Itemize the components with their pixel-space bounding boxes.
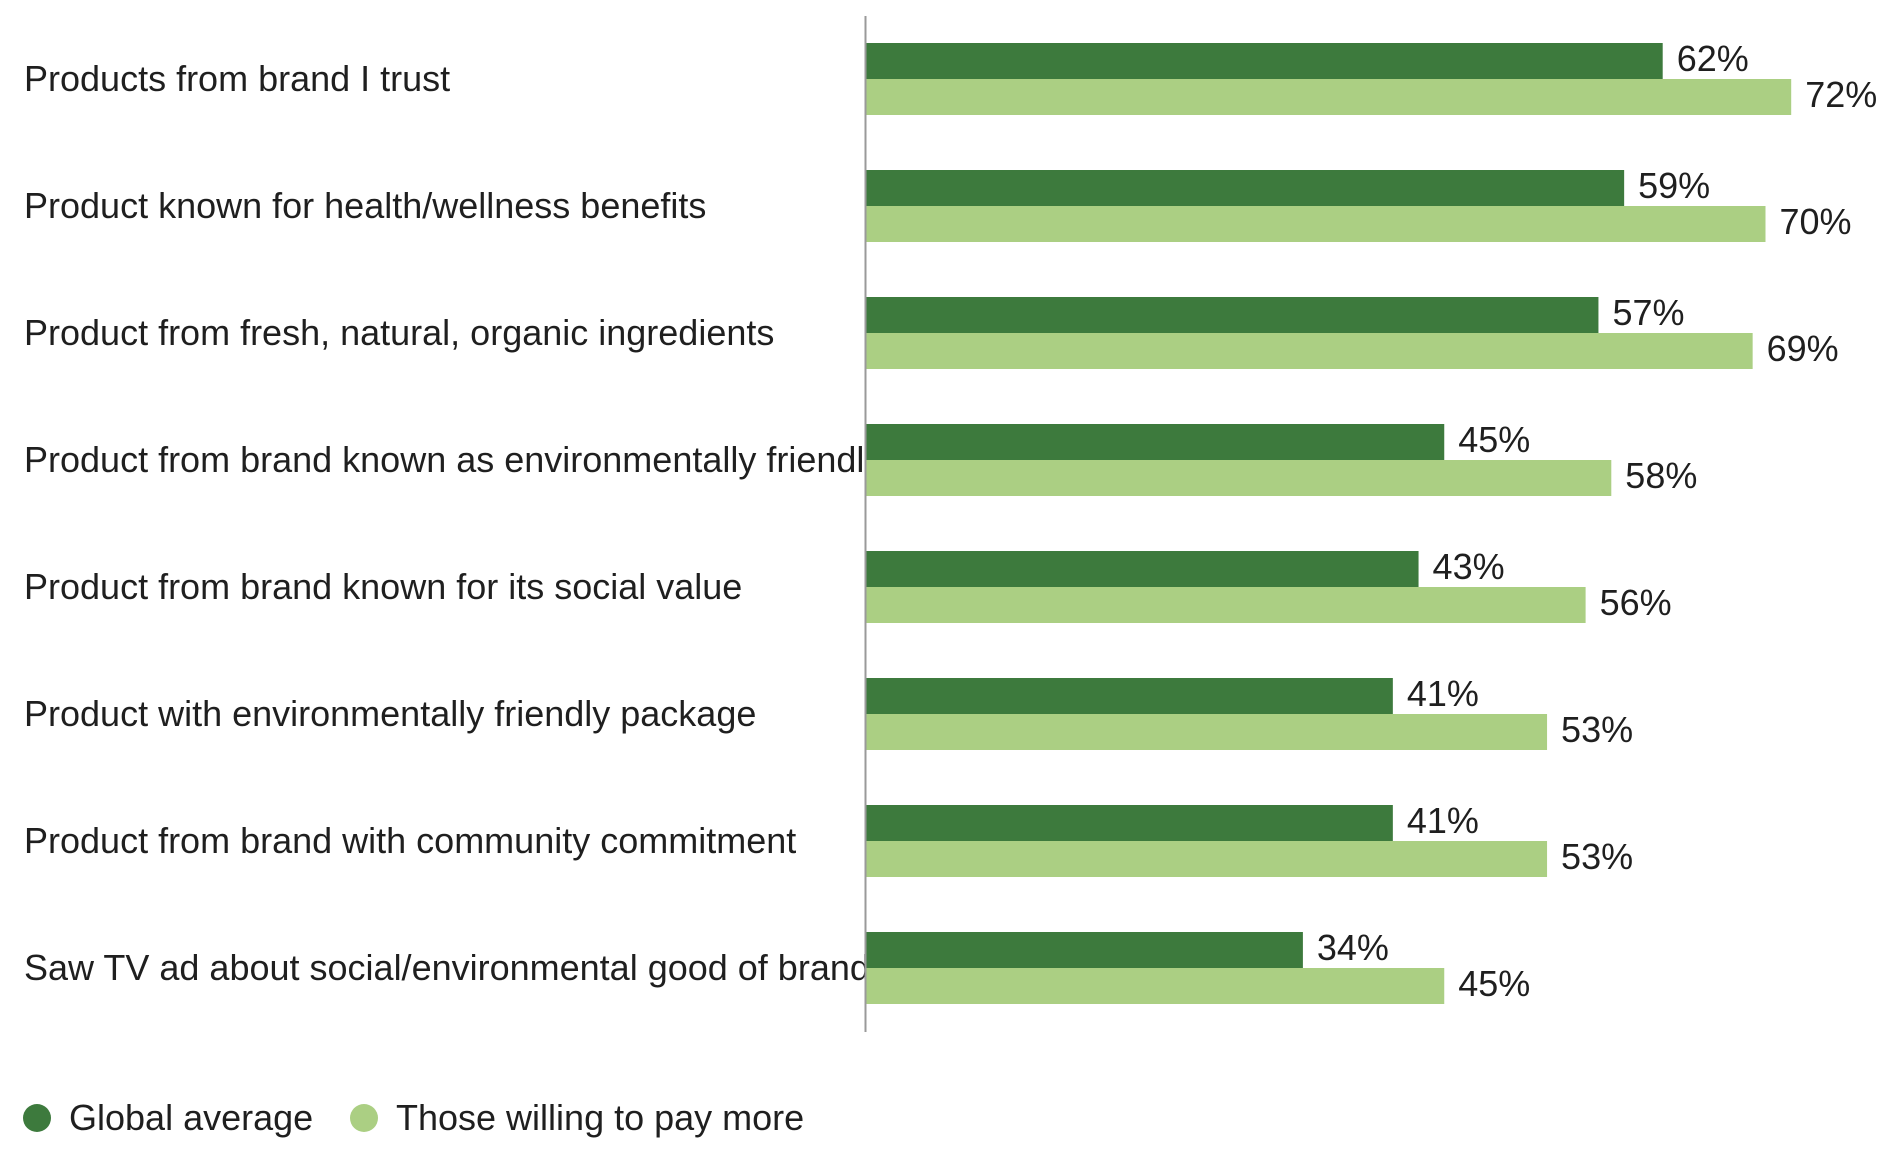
bar-willing-to-pay-more [866,587,1586,623]
data-label: 53% [1561,709,1633,750]
data-label: 43% [1433,546,1505,587]
legend: Global average Those willing to pay more [23,1097,804,1138]
data-label: 72% [1805,74,1877,115]
value-labels: 62% 72% 59% 70% 57% 69% 45% 58% 43% 56% 41% 53% 41% 5… [1317,38,1877,1004]
data-label: 34% [1317,927,1389,968]
legend-marker-global-average [23,1104,51,1132]
bar-willing-to-pay-more [866,206,1766,242]
data-label: 45% [1458,419,1530,460]
data-label: 56% [1600,582,1672,623]
category-label: Product known for health/wellness benefi… [24,185,706,226]
bar-marks [866,43,1792,1004]
data-label: 41% [1407,800,1479,841]
bar-global-average [866,170,1625,206]
bar-global-average [866,424,1445,460]
data-label: 62% [1677,38,1749,79]
bar-global-average [866,297,1599,333]
data-label: 41% [1407,673,1479,714]
bar-willing-to-pay-more [866,333,1753,369]
bar-willing-to-pay-more [866,460,1612,496]
bar-willing-to-pay-more [866,714,1548,750]
bar-willing-to-pay-more [866,841,1548,877]
category-label: Products from brand I trust [24,58,450,99]
bar-global-average [866,805,1393,841]
data-label: 53% [1561,836,1633,877]
category-label: Product from brand known as environmenta… [24,439,882,480]
legend-marker-willing-to-pay-more [350,1104,378,1132]
category-label: Product from brand with community commit… [24,820,796,861]
bar-willing-to-pay-more [866,968,1445,1004]
bar-willing-to-pay-more [866,79,1792,115]
category-labels: Products from brand I trust Product known… [24,58,882,988]
bar-global-average [866,43,1663,79]
data-label: 57% [1612,292,1684,333]
category-label: Product from brand known for its social … [24,566,742,607]
legend-label: Global average [69,1097,313,1138]
data-label: 58% [1625,455,1697,496]
data-label: 59% [1638,165,1710,206]
bar-global-average [866,678,1393,714]
data-label: 69% [1767,328,1839,369]
category-label: Product with environmentally friendly pa… [24,693,756,734]
category-label: Saw TV ad about social/environmental goo… [24,947,870,988]
bar-global-average [866,932,1303,968]
data-label: 45% [1458,963,1530,1004]
bar-global-average [866,551,1419,587]
data-label: 70% [1780,201,1852,242]
legend-label: Those willing to pay more [396,1097,804,1138]
category-label: Product from fresh, natural, organic ing… [24,312,774,353]
